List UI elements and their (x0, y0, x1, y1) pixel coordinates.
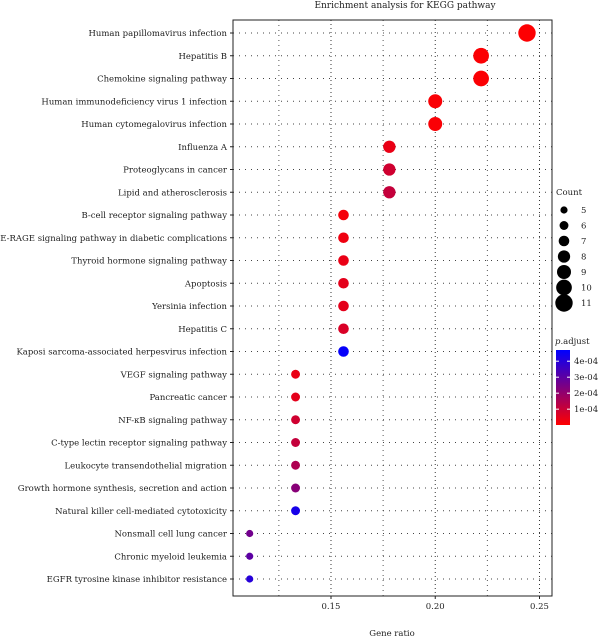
count-legend-symbol (556, 279, 572, 296)
x-tick-label: 0.25 (530, 602, 549, 612)
p-adjust-tick-label: 3e-04 (574, 373, 598, 383)
p-adjust-tick-label: 4e-04 (574, 357, 598, 367)
grid-layer (233, 20, 552, 596)
point-marker (291, 483, 300, 493)
pathway-label: NF-κB signaling pathway (118, 416, 227, 426)
pathway-label: Hepatitis B (178, 52, 227, 62)
pathway-label: Nonsmall cell lung cancer (114, 530, 227, 540)
point-marker (291, 415, 300, 425)
plot-frame (232, 19, 553, 597)
p-adjust-legend: p.adjust 4e-04 3e-04 2e-04 1e-04 (555, 337, 598, 425)
pathway-label: VEGF signaling pathway (120, 370, 228, 380)
point-marker (338, 255, 349, 266)
p-adjust-colorbar (556, 350, 570, 425)
point-marker (291, 438, 300, 447)
pathway-label: Lipid and atherosclerosis (118, 188, 227, 198)
point-marker (338, 277, 349, 289)
count-legend-symbol (560, 206, 568, 214)
pathway-label: Influenza A (178, 143, 228, 153)
point-marker (383, 163, 396, 176)
point-marker (338, 323, 349, 335)
point-marker (291, 369, 300, 379)
point-marker (291, 392, 300, 402)
count-legend-symbol (555, 294, 573, 312)
count-legend-label: 11 (581, 299, 592, 309)
chart-title: Enrichment analysis for KEGG pathway (314, 1, 496, 11)
p-adjust-legend-title: p.adjust (555, 337, 590, 347)
count-legend-label: 5 (581, 206, 586, 216)
point-marker (338, 346, 349, 357)
count-legend-label: 10 (581, 284, 592, 294)
pathway-label: Human immunodeficiency virus 1 infection (41, 97, 227, 107)
count-legend-label: 9 (581, 268, 586, 278)
count-legend-symbol (557, 250, 571, 263)
p-adjust-title-italic: p (555, 337, 561, 347)
point-marker (383, 140, 396, 153)
pathway-label: Pancreatic cancer (149, 393, 227, 403)
point-marker (383, 186, 396, 199)
point-marker (518, 24, 536, 42)
pathway-label: Human papillomavirus infection (88, 29, 227, 39)
x-axis-title: Gene ratio (369, 629, 414, 639)
pathway-label: Thyroid hormone signaling pathway (71, 257, 227, 267)
point-marker (291, 460, 300, 470)
point-marker (338, 232, 349, 244)
point-marker (338, 209, 349, 221)
pathway-label: Human cytomegalovirus infection (81, 120, 227, 130)
count-legend-label: 7 (581, 237, 586, 247)
pathway-label: B-cell receptor signaling pathway (82, 211, 228, 221)
pathway-label: AGE-RAGE signaling pathway in diabetic c… (0, 234, 227, 244)
pathway-label: Yersinia infection (151, 302, 227, 312)
point-marker (428, 117, 443, 131)
point-marker (291, 506, 300, 516)
x-tick-label: 0.20 (426, 602, 445, 612)
point-marker (473, 47, 489, 64)
pathway-label: EGFR tyrosine kinase inhibitor resistanc… (47, 575, 227, 585)
pathway-label: Apoptosis (184, 279, 227, 289)
p-adjust-tick-label: 2e-04 (574, 389, 598, 399)
pathway-label: Hepatitis C (178, 325, 227, 335)
pathway-label: Kaposi sarcoma-associated herpesvirus in… (16, 348, 227, 358)
pathway-label: Chemokine signaling pathway (97, 75, 227, 85)
pathway-label: Leukocyte transendothelial migration (65, 461, 228, 471)
y-axis-labels: Human papillomavirus infection Hepatitis … (0, 29, 228, 585)
count-legend-label: 6 (581, 222, 586, 232)
count-legend-title: Count (556, 188, 583, 198)
pathway-label: Growth hormone synthesis, secretion and … (18, 484, 228, 494)
data-points (230, 24, 536, 583)
x-tick-label: 0.15 (322, 602, 341, 612)
count-legend-symbol (558, 235, 570, 247)
pathway-label: C-type lectin receptor signaling pathway (51, 439, 227, 449)
pathway-label: Natural killer cell-mediated cytotoxicit… (55, 507, 227, 517)
p-adjust-title-rest: .adjust (560, 337, 590, 347)
pathway-label: Proteoglycans in cancer (123, 166, 228, 176)
point-marker (473, 70, 489, 87)
count-legend-label: 8 (581, 253, 586, 263)
point-marker (338, 300, 349, 312)
pathway-label: Chronic myeloid leukemia (114, 552, 227, 562)
point-marker (428, 94, 443, 109)
point-marker (246, 575, 254, 583)
count-legend-symbol (559, 221, 569, 230)
count-legend-symbol (557, 265, 571, 279)
point-marker (246, 552, 254, 560)
count-legend: Count 5 6 7 8 9 10 11 (555, 188, 592, 312)
p-adjust-tick-label: 1e-04 (574, 405, 598, 415)
point-marker (246, 529, 254, 538)
x-axis: 0.15 0.20 0.25 (322, 596, 549, 612)
